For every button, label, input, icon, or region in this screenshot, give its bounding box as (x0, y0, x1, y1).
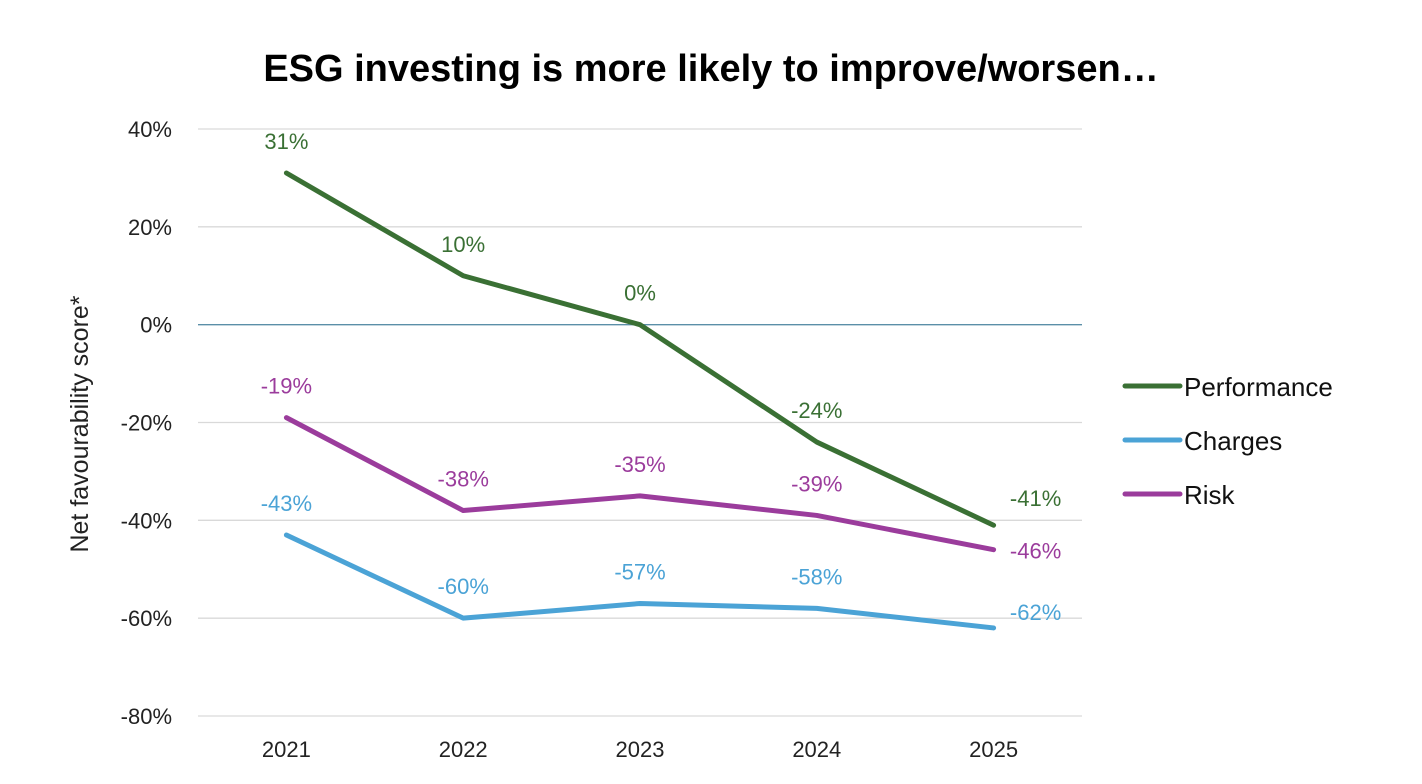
data-label: -19% (261, 374, 312, 399)
y-axis-label: Net favourability score* (66, 295, 94, 552)
data-label: -38% (438, 467, 489, 492)
legend-label: Performance (1184, 372, 1333, 402)
data-label: -24% (791, 398, 842, 423)
data-label: 10% (441, 232, 485, 257)
data-label: -46% (1010, 539, 1061, 564)
data-label: -62% (1010, 600, 1061, 625)
series-line-risk (283, 415, 997, 553)
x-tick-label: 2021 (262, 737, 311, 762)
legend-label: Charges (1184, 426, 1282, 456)
x-tick-label: 2022 (439, 737, 488, 762)
x-tick-label: 2025 (969, 737, 1018, 762)
chart-title: ESG investing is more likely to improve/… (263, 48, 1159, 90)
data-label: -57% (614, 559, 665, 584)
data-label: -58% (791, 564, 842, 589)
y-tick-label: 20% (128, 215, 172, 240)
data-label: -39% (791, 471, 842, 496)
series-line-performance (283, 170, 997, 528)
y-tick-label: 0% (140, 313, 172, 338)
data-label: -41% (1010, 486, 1061, 511)
y-tick-label: -80% (121, 704, 172, 729)
y-tick-label: -60% (121, 606, 172, 631)
data-label: -43% (261, 491, 312, 516)
data-label: 0% (624, 281, 656, 306)
y-tick-label: -40% (121, 508, 172, 533)
y-tick-label: -20% (121, 411, 172, 436)
x-tick-label: 2024 (792, 737, 841, 762)
x-tick-label: 2023 (616, 737, 665, 762)
series-line-charges (283, 532, 997, 631)
legend-label: Risk (1184, 480, 1236, 510)
data-label: -60% (438, 574, 489, 599)
data-label: 31% (264, 129, 308, 154)
y-tick-label: 40% (128, 117, 172, 142)
data-label: -35% (614, 452, 665, 477)
